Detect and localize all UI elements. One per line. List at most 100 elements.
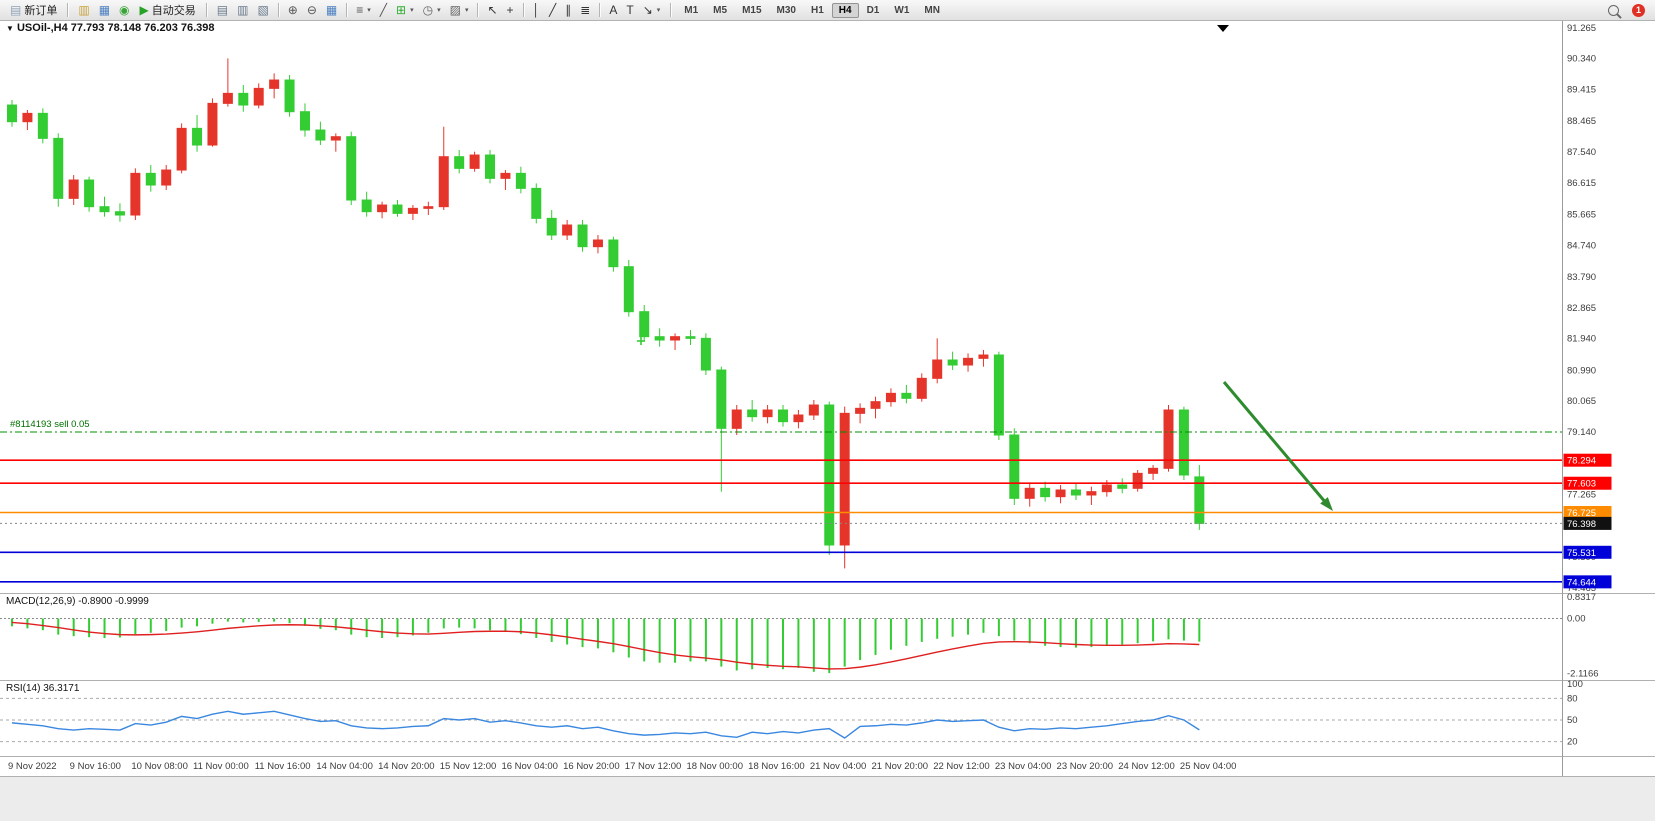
rsi-subwindow: 100 80 50 20 bbox=[0, 679, 1583, 748]
charts-button[interactable]: ▥ bbox=[74, 3, 93, 17]
zoom-out-icon: ⊖ bbox=[306, 3, 317, 17]
bar-chart-type-button[interactable]: ≡ ▾ bbox=[352, 3, 375, 17]
templates-icon: ▨ bbox=[449, 3, 461, 17]
svg-text:100: 100 bbox=[1567, 679, 1583, 690]
data-window-button[interactable]: ▤ bbox=[213, 3, 232, 17]
svg-text:0.8317: 0.8317 bbox=[1567, 592, 1596, 603]
candle-body bbox=[330, 136, 341, 141]
new-chart-icon: ⊞ bbox=[396, 3, 407, 17]
price-badge-76.725: 76.725 bbox=[1563, 505, 1612, 519]
candle-body bbox=[963, 357, 974, 366]
candle-body bbox=[1132, 472, 1143, 489]
svg-text:50: 50 bbox=[1567, 715, 1578, 726]
candle-body bbox=[53, 137, 64, 199]
dropdown-caret-icon: ▾ bbox=[367, 7, 371, 14]
time-axis[interactable]: 9 Nov 2022 9 Nov 16:00 10 Nov 08:00 11 Nov … bbox=[8, 761, 1236, 772]
chart-title-text: USOil-,H4 77.793 78.148 76.203 76.398 bbox=[16, 22, 215, 34]
cursor-button[interactable]: ↖ bbox=[483, 3, 501, 17]
zoom-out-button[interactable]: ⊖ bbox=[303, 3, 321, 17]
timeframe-w1-button[interactable]: W1 bbox=[894, 4, 910, 16]
trend-arrow-annotation[interactable] bbox=[1222, 381, 1333, 511]
svg-text:16 Nov 04:00: 16 Nov 04:00 bbox=[501, 761, 558, 772]
vertical-line-icon: │ bbox=[532, 3, 541, 17]
svg-text:21 Nov 20:00: 21 Nov 20:00 bbox=[872, 761, 929, 772]
templates-button[interactable]: ▨ ▾ bbox=[446, 3, 473, 17]
svg-text:87.540: 87.540 bbox=[1567, 147, 1596, 158]
timeframe-h1-button[interactable]: H1 bbox=[810, 4, 824, 16]
candle-body bbox=[1024, 487, 1035, 499]
candle-body bbox=[161, 169, 172, 186]
one-click-trading-arrow[interactable]: ▼ bbox=[6, 24, 14, 33]
autotrading-button[interactable]: ▶ 自动交易 bbox=[136, 1, 200, 19]
autotrading-label: 自动交易 bbox=[151, 5, 196, 17]
candle-body bbox=[762, 409, 773, 418]
fibonacci-button[interactable]: ≣ bbox=[576, 3, 594, 17]
candle-body bbox=[592, 239, 603, 248]
terminal-button[interactable]: ▦ bbox=[95, 3, 114, 17]
community-button[interactable]: ◉ bbox=[115, 3, 133, 17]
search-icon bbox=[1608, 4, 1619, 16]
toolbar-separator bbox=[205, 3, 207, 17]
terminal-icon: ▦ bbox=[98, 3, 111, 17]
svg-text:88.465: 88.465 bbox=[1567, 116, 1596, 127]
candle-body bbox=[253, 87, 264, 106]
price-badge-74.644: 74.644 bbox=[1563, 575, 1612, 589]
arrows-object-button[interactable]: ↘ ▾ bbox=[639, 3, 665, 17]
zoom-in-button[interactable]: ⊕ bbox=[284, 3, 302, 17]
line-chart-type-button[interactable]: ╱ bbox=[376, 3, 391, 17]
candle-body bbox=[7, 104, 17, 123]
candle-body bbox=[392, 204, 403, 214]
svg-text:11 Nov 16:00: 11 Nov 16:00 bbox=[255, 761, 311, 772]
market-depth-button[interactable]: ▥ bbox=[233, 3, 252, 17]
candle-body bbox=[608, 239, 619, 268]
candle-body bbox=[423, 206, 434, 209]
timeframe-mn-button[interactable]: MN bbox=[924, 4, 940, 16]
candle-body bbox=[824, 404, 835, 546]
chart-shift-marker[interactable] bbox=[1217, 25, 1229, 32]
candle-body bbox=[654, 336, 665, 341]
crosshair-button[interactable]: + bbox=[503, 3, 518, 17]
cross-marker[interactable] bbox=[637, 337, 645, 345]
channel-button[interactable]: ∥ bbox=[561, 3, 575, 17]
toolbar: ▤ 新订单 ▥ ▦ ◉ ▶ 自动交易 ▤ ▥ ▧ ⊕ ⊖ ▦ ≡ ▾ ╱ ⊞ ▾ ◷ ▾ ▨ ▾ ↖ + │ ╱ ∥ ≣ A T… bbox=[0, 0, 1655, 21]
new-chart-button[interactable]: ⊞ ▾ bbox=[392, 3, 418, 17]
timeframe-d1-button[interactable]: D1 bbox=[866, 4, 880, 16]
candle-body bbox=[808, 404, 819, 416]
periods-button[interactable]: ◷ ▾ bbox=[419, 3, 445, 17]
tile-windows-button[interactable]: ▦ bbox=[322, 3, 341, 17]
svg-text:-2.1166: -2.1166 bbox=[1567, 669, 1599, 680]
svg-text:23 Nov 04:00: 23 Nov 04:00 bbox=[995, 761, 1052, 772]
search-button[interactable] bbox=[1604, 4, 1623, 17]
candle-body bbox=[130, 172, 141, 216]
timeframe-m5-button[interactable]: M5 bbox=[713, 4, 728, 16]
candle-body bbox=[855, 407, 866, 414]
timeframe-h4-button[interactable]: H4 bbox=[831, 2, 859, 18]
candle-body bbox=[68, 179, 79, 199]
candle-body bbox=[885, 392, 896, 403]
timeframe-m1-button[interactable]: M1 bbox=[684, 4, 699, 16]
candle-body bbox=[346, 136, 357, 201]
dropdown-caret-icon: ▾ bbox=[656, 7, 661, 14]
candle-body bbox=[222, 92, 233, 104]
new-order-button[interactable]: ▤ 新订单 bbox=[6, 1, 61, 19]
timeframe-m30-button[interactable]: M30 bbox=[776, 4, 796, 16]
svg-text:91.265: 91.265 bbox=[1567, 23, 1596, 34]
trendline-button[interactable]: ╱ bbox=[545, 3, 560, 17]
candle-body bbox=[438, 156, 449, 208]
object-list-button[interactable]: ▧ bbox=[253, 3, 272, 17]
candle-body bbox=[546, 217, 557, 236]
vertical-line-button[interactable]: │ bbox=[529, 3, 545, 17]
position-label: #8114193 sell 0.05 bbox=[10, 419, 90, 430]
candle-body bbox=[37, 112, 48, 139]
candle-body bbox=[947, 359, 958, 366]
timeframe-m15-button[interactable]: M15 bbox=[742, 4, 762, 16]
candle-body bbox=[993, 354, 1004, 436]
candle-body bbox=[1163, 409, 1174, 469]
text-button[interactable]: A bbox=[605, 3, 621, 17]
svg-text:14 Nov 04:00: 14 Nov 04:00 bbox=[316, 761, 373, 772]
candle-body bbox=[1086, 491, 1097, 496]
text-label-button[interactable]: T bbox=[622, 3, 637, 17]
notification-badge[interactable]: 1 bbox=[1632, 3, 1645, 17]
